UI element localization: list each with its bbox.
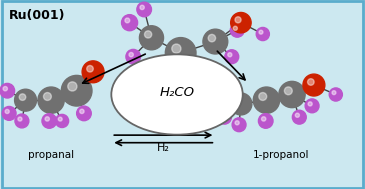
Text: H₂CO: H₂CO [160, 86, 195, 99]
Ellipse shape [140, 5, 144, 10]
Ellipse shape [208, 34, 216, 42]
Text: propanal: propanal [28, 150, 74, 160]
Ellipse shape [15, 89, 36, 111]
Ellipse shape [42, 114, 57, 128]
Ellipse shape [218, 110, 231, 124]
Ellipse shape [122, 15, 138, 31]
Ellipse shape [235, 17, 241, 23]
Ellipse shape [111, 54, 243, 135]
Ellipse shape [125, 18, 130, 23]
Ellipse shape [82, 61, 104, 83]
Ellipse shape [203, 29, 228, 54]
Ellipse shape [176, 73, 181, 78]
Ellipse shape [308, 102, 312, 106]
Ellipse shape [77, 106, 91, 121]
Ellipse shape [303, 74, 325, 96]
Ellipse shape [235, 98, 241, 104]
Ellipse shape [87, 65, 93, 72]
Ellipse shape [231, 12, 251, 33]
Ellipse shape [235, 121, 239, 125]
Ellipse shape [228, 53, 232, 57]
Ellipse shape [61, 75, 92, 106]
Ellipse shape [256, 27, 269, 41]
Ellipse shape [230, 93, 252, 115]
Ellipse shape [215, 87, 230, 102]
Ellipse shape [15, 114, 29, 128]
Ellipse shape [279, 81, 305, 108]
Text: 1-propanol: 1-propanol [253, 150, 309, 160]
Ellipse shape [43, 93, 51, 100]
Ellipse shape [225, 50, 239, 64]
Ellipse shape [295, 113, 299, 117]
Ellipse shape [220, 113, 224, 117]
Ellipse shape [55, 114, 69, 128]
Ellipse shape [137, 2, 151, 17]
Ellipse shape [259, 93, 267, 100]
Text: 2-propenol: 2-propenol [158, 86, 214, 96]
Ellipse shape [165, 38, 196, 68]
Ellipse shape [173, 70, 188, 85]
Text: Ru(001): Ru(001) [9, 9, 66, 22]
Ellipse shape [0, 83, 15, 98]
Ellipse shape [145, 31, 152, 38]
Ellipse shape [284, 87, 292, 95]
Ellipse shape [80, 109, 84, 114]
Ellipse shape [19, 94, 26, 100]
Ellipse shape [5, 109, 9, 114]
Ellipse shape [68, 82, 77, 91]
Ellipse shape [230, 23, 244, 37]
Ellipse shape [139, 26, 164, 50]
Ellipse shape [261, 117, 266, 121]
Ellipse shape [45, 117, 49, 121]
Ellipse shape [126, 49, 141, 64]
Ellipse shape [259, 30, 263, 34]
Ellipse shape [218, 90, 223, 95]
Ellipse shape [2, 106, 16, 120]
Ellipse shape [38, 87, 64, 113]
Ellipse shape [18, 117, 22, 121]
Ellipse shape [258, 114, 273, 128]
Ellipse shape [58, 117, 62, 121]
Ellipse shape [3, 87, 7, 91]
Ellipse shape [292, 110, 306, 124]
Ellipse shape [232, 118, 246, 132]
Text: H₂: H₂ [157, 143, 170, 153]
Ellipse shape [332, 91, 336, 95]
Ellipse shape [233, 26, 237, 30]
Ellipse shape [172, 44, 181, 53]
Ellipse shape [308, 79, 314, 85]
Ellipse shape [305, 99, 319, 113]
Ellipse shape [129, 53, 133, 57]
Ellipse shape [329, 88, 342, 101]
Ellipse shape [253, 87, 280, 113]
